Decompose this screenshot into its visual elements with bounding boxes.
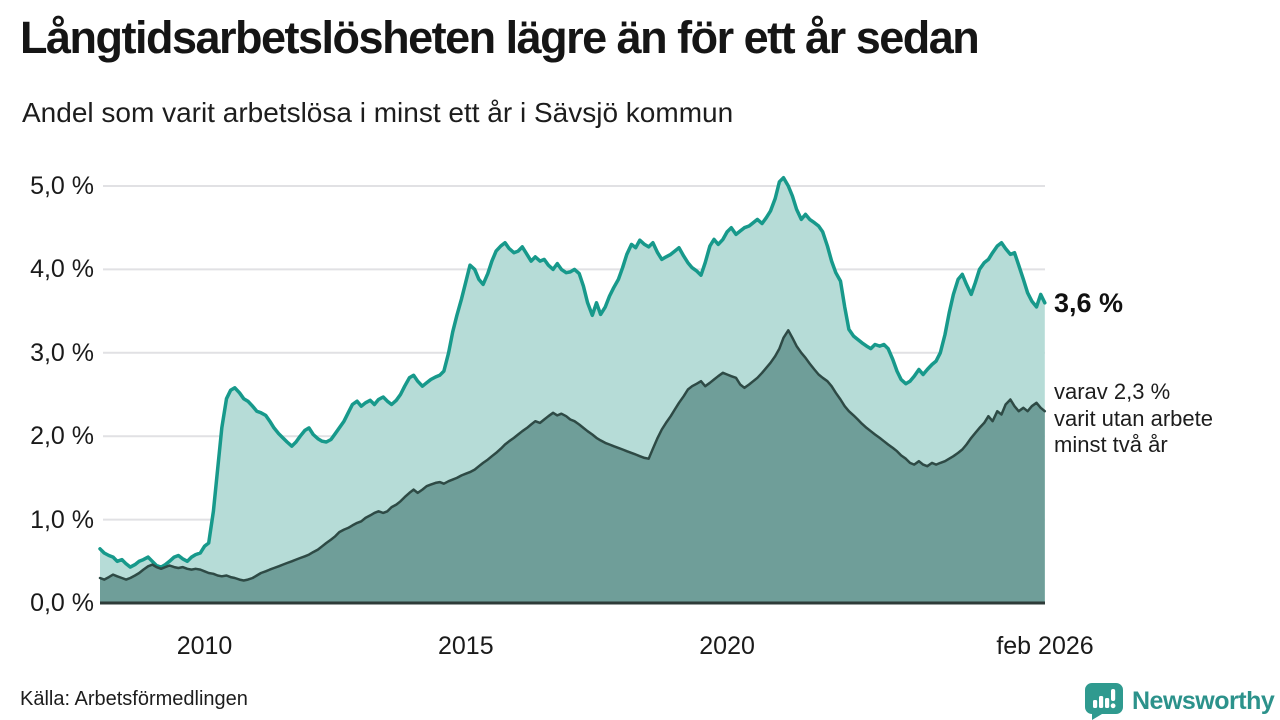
latest-value-label: 3,6 % bbox=[1054, 288, 1124, 318]
page-subtitle: Andel som varit arbetslösa i minst ett å… bbox=[22, 97, 734, 128]
x-tick-label: feb 2026 bbox=[996, 632, 1094, 660]
secondary-value-line: varit utan arbete bbox=[1054, 405, 1213, 431]
y-tick-label: 1,0 % bbox=[30, 505, 94, 534]
y-tick-label: 5,0 % bbox=[30, 172, 94, 200]
secondary-value-line: varav 2,3 % bbox=[1054, 379, 1171, 404]
secondary-value-label: varav 2,3 % varit utan arbete minst två … bbox=[1054, 379, 1274, 459]
line-long-term-unemployed bbox=[98, 175, 1047, 569]
newsworthy-logo: Newsworthy bbox=[1085, 683, 1275, 720]
area-very-long-term-unemployed bbox=[100, 330, 1045, 603]
y-tick-label: 2,0 % bbox=[30, 422, 94, 451]
page-title: Långtidsarbetslösheten lägre än för ett … bbox=[20, 12, 980, 63]
newsworthy-wordmark: Newsworthy bbox=[1132, 687, 1275, 715]
source-attribution: Källa: Arbetsförmedlingen bbox=[20, 688, 248, 710]
y-tick-label: 3,0 % bbox=[30, 338, 94, 367]
x-tick-label: 2020 bbox=[699, 632, 755, 660]
secondary-value-line: minst två år bbox=[1054, 432, 1168, 457]
y-tick-label: 4,0 % bbox=[30, 255, 94, 284]
x-tick-label: 2010 bbox=[176, 632, 233, 660]
line-very-long-term-unemployed bbox=[98, 329, 1047, 582]
y-tick-label: 0,0 % bbox=[30, 589, 94, 617]
newsworthy-bubble-chart-icon bbox=[1085, 683, 1123, 720]
x-tick-label: 2015 bbox=[438, 632, 494, 660]
